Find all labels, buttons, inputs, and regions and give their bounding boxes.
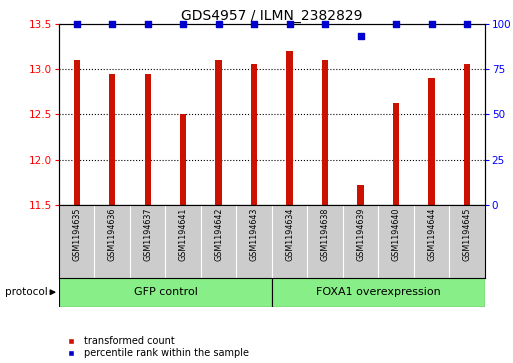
- Bar: [393, 103, 399, 205]
- Text: GSM1194645: GSM1194645: [463, 207, 471, 261]
- Text: GSM1194639: GSM1194639: [356, 207, 365, 261]
- Text: GSM1194644: GSM1194644: [427, 207, 436, 261]
- Bar: [286, 51, 293, 205]
- Text: GSM1194637: GSM1194637: [143, 207, 152, 261]
- Bar: [215, 60, 222, 205]
- Point: [179, 21, 187, 26]
- Bar: [180, 114, 186, 205]
- Point: [427, 21, 436, 26]
- Bar: [251, 64, 258, 205]
- Bar: [358, 185, 364, 205]
- Bar: [145, 74, 151, 205]
- Bar: [73, 60, 80, 205]
- Text: GSM1194636: GSM1194636: [108, 207, 117, 261]
- Point: [357, 33, 365, 39]
- Title: GDS4957 / ILMN_2382829: GDS4957 / ILMN_2382829: [181, 9, 363, 23]
- Text: GSM1194638: GSM1194638: [321, 207, 330, 261]
- Legend: transformed count, percentile rank within the sample: transformed count, percentile rank withi…: [61, 336, 249, 358]
- Bar: [464, 64, 470, 205]
- Bar: [272, 278, 485, 307]
- Bar: [428, 78, 435, 205]
- Bar: [109, 74, 115, 205]
- Text: GSM1194640: GSM1194640: [391, 207, 401, 261]
- Point: [250, 21, 258, 26]
- Point: [214, 21, 223, 26]
- Point: [108, 21, 116, 26]
- Text: FOXA1 overexpression: FOXA1 overexpression: [316, 287, 441, 297]
- Bar: [322, 60, 328, 205]
- Point: [286, 21, 294, 26]
- Point: [392, 21, 400, 26]
- Point: [463, 21, 471, 26]
- Point: [73, 21, 81, 26]
- Text: protocol: protocol: [5, 287, 48, 297]
- Text: GSM1194642: GSM1194642: [214, 207, 223, 261]
- Text: GSM1194635: GSM1194635: [72, 207, 81, 261]
- Bar: [59, 278, 272, 307]
- Text: GSM1194643: GSM1194643: [250, 207, 259, 261]
- Point: [321, 21, 329, 26]
- Text: GSM1194641: GSM1194641: [179, 207, 188, 261]
- Text: GSM1194634: GSM1194634: [285, 207, 294, 261]
- Point: [144, 21, 152, 26]
- Text: GFP control: GFP control: [133, 287, 198, 297]
